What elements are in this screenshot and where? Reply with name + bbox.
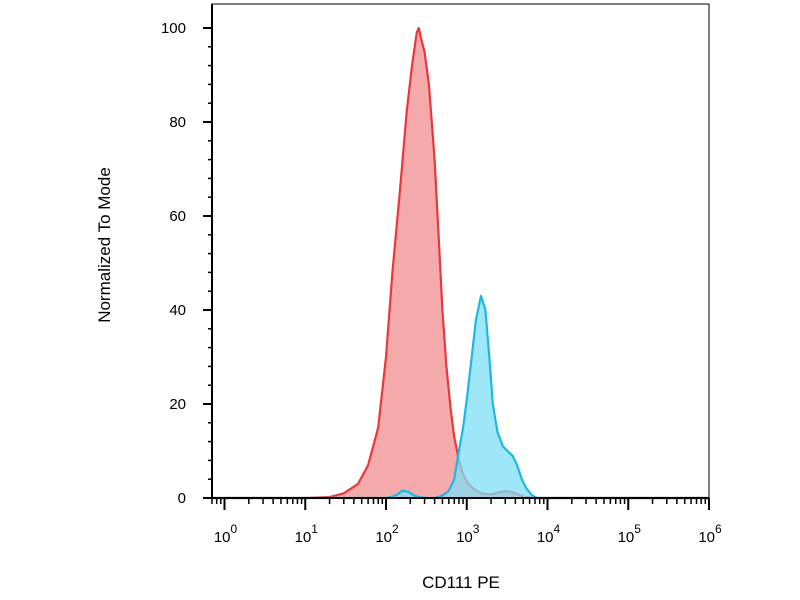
x-tick-label: 104 — [537, 522, 561, 546]
series-2-line — [212, 294, 709, 500]
y-tick-label: 0 — [178, 490, 186, 507]
series-layer — [212, 26, 709, 500]
x-axis-ticks: 100 101 102 103 104 105 106 — [211, 498, 722, 546]
series-1-area — [212, 28, 709, 498]
y-axis-title: Normalized To Mode — [95, 167, 114, 323]
y-axis-ticks: 0 20 40 60 80 100 — [161, 20, 212, 507]
x-tick-label: 102 — [375, 522, 399, 546]
plot-frame — [211, 3, 710, 499]
x-tick-label: 101 — [295, 522, 319, 546]
x-tick-label: 103 — [456, 522, 480, 546]
x-tick-label: 105 — [618, 522, 642, 546]
y-tick-label: 40 — [169, 302, 186, 319]
y-tick-label: 80 — [169, 114, 186, 131]
y-tick-label: 20 — [169, 396, 186, 413]
x-axis-title: CD111 PE — [422, 573, 500, 592]
y-tick-label: 60 — [169, 208, 186, 225]
series-2-area — [212, 295, 709, 498]
x-tick-label: 106 — [698, 522, 722, 546]
series-1-line — [212, 26, 709, 500]
x-tick-label: 100 — [214, 522, 238, 546]
y-tick-label: 100 — [161, 20, 186, 37]
